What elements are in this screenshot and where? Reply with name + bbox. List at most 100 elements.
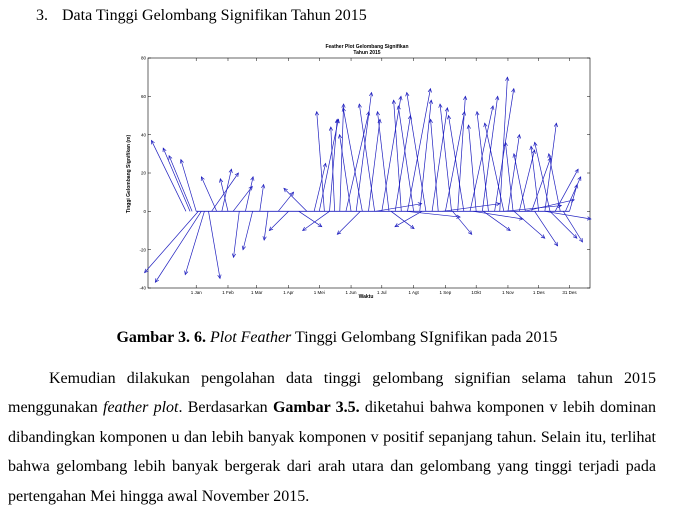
feather-arrow [201,176,218,212]
x-tick-label: 1Okt [471,290,481,295]
plot-area: -40 -20 0 20 40 60 80 1 Jan 1 Feb 1 Mar 1 Apr 1 Mei… [139,56,592,295]
feather-arrowhead [357,103,362,108]
feather-arrowhead [447,114,452,120]
feather-arrow [381,96,402,212]
feather-arrow [534,211,558,247]
feather-arrow [330,126,335,212]
feather-arrow [263,211,269,241]
feather-arrowhead [417,202,423,207]
feather-arrow [245,176,254,212]
paragraph-part-2: . Berdasarkan [178,399,273,417]
feather-arrowhead [268,226,274,232]
x-tick-label: 1 Feb [222,290,234,295]
feather-arrow [162,147,191,212]
x-tick-label: 1 Des [533,290,546,295]
feather-arrow [144,211,199,273]
x-tick-label: 1 Apr [283,290,294,295]
paragraph-part-3: diketahui bahwa komponen v lebih dominan… [8,399,656,505]
feather-arrowhead [506,226,511,231]
feather-arrow [468,125,477,212]
feather-arrowhead [317,223,323,228]
feather-arrow [375,203,422,212]
feather-arrow [259,184,264,212]
feather-arrowhead [570,198,575,203]
feather-arrow [269,211,289,231]
body-paragraph: Kemudian dilakukan pengolahan data tingg… [8,364,656,511]
feather-arrowhead [405,91,410,97]
feather-arrow [507,134,520,212]
feather-arrowhead [410,224,415,230]
feather-arrowhead [262,236,267,241]
feather-arrowhead [234,172,239,178]
feather-arrow [431,107,448,212]
feather-arrow [483,211,511,231]
feather-arrow [337,211,361,235]
feather-arrow [499,77,508,212]
feather-arrowhead [396,105,401,110]
x-tick-label: 1 Jan [191,290,203,295]
feather-arrow [407,88,431,212]
feather-arrow [355,92,372,212]
feather-arrow [505,142,514,212]
feather-arrow [565,176,582,212]
feather-arrowhead [328,126,334,131]
feather-arrowhead [336,230,342,235]
feather-arrowhead [505,76,510,81]
feather-arrow [211,172,239,212]
y-tick-label: -20 [139,247,146,252]
feather-arrowhead [547,153,552,158]
feather-arrowhead [231,253,236,259]
feather-arrowhead [456,214,461,219]
feather-arrowhead [463,95,468,101]
x-tick-label: 1 Mei [314,290,325,295]
feather-arrow [503,205,562,212]
feather-arrow [318,119,339,212]
feather-arrow [524,199,575,212]
feather-arrow [221,169,232,212]
feather-arrowhead [547,156,552,162]
feather-arrowhead [557,203,563,208]
feather-arrow [544,210,591,220]
feather-plot-chart: Feather Plot Gelombang Signifikan Tahun … [126,44,592,300]
feather-arrow [439,103,452,212]
feather-arrow [342,107,363,212]
feather-arrow [219,178,229,212]
feather-arrowhead [540,234,546,239]
feather-arrow [544,123,557,212]
feather-arrow [393,100,402,212]
feather-arrowhead [586,216,592,221]
feather-arrow [549,211,578,239]
feather-plot-figure: Feather Plot Gelombang Signifikan Tahun … [118,40,596,302]
feather-arrow [358,103,375,212]
feather-arrow [473,210,523,220]
feather-arrow [448,115,465,212]
paragraph-italic: feather plot [103,399,179,417]
feather-arrow [548,153,561,212]
y-tick-label: 20 [141,171,147,176]
feather-arrowhead [144,268,149,274]
feather-arrow [476,111,489,212]
feather-arrow [180,159,197,212]
feather-arrowhead [444,107,449,112]
feather-arrowhead [578,237,583,243]
feather-arrow [534,142,551,212]
feather-arrow [313,163,326,212]
x-tick-label: 1 Jun [346,290,358,295]
x-tick-label: 1 Mar [251,290,263,295]
figure-caption: Gambar 3. 6. Plot Feather Tinggi Gelomba… [0,328,674,348]
feather-arrowhead [241,245,246,251]
feather-arrow [406,210,461,218]
feather-arrow [563,211,583,243]
feather-arrowhead [338,133,343,139]
y-tick-label: 60 [141,94,147,99]
feather-arrowhead [228,168,233,174]
feather-arrowhead [553,241,559,247]
y-tick-label: 0 [143,209,146,214]
feather-arrowhead [553,122,558,128]
feather-arrowhead [438,103,443,108]
feather-arrow [469,105,494,212]
feather-arrowhead [217,274,222,280]
feather-arrowhead [467,230,473,235]
feather-arrow [530,146,540,212]
x-axis-label: Waktu [359,294,374,300]
